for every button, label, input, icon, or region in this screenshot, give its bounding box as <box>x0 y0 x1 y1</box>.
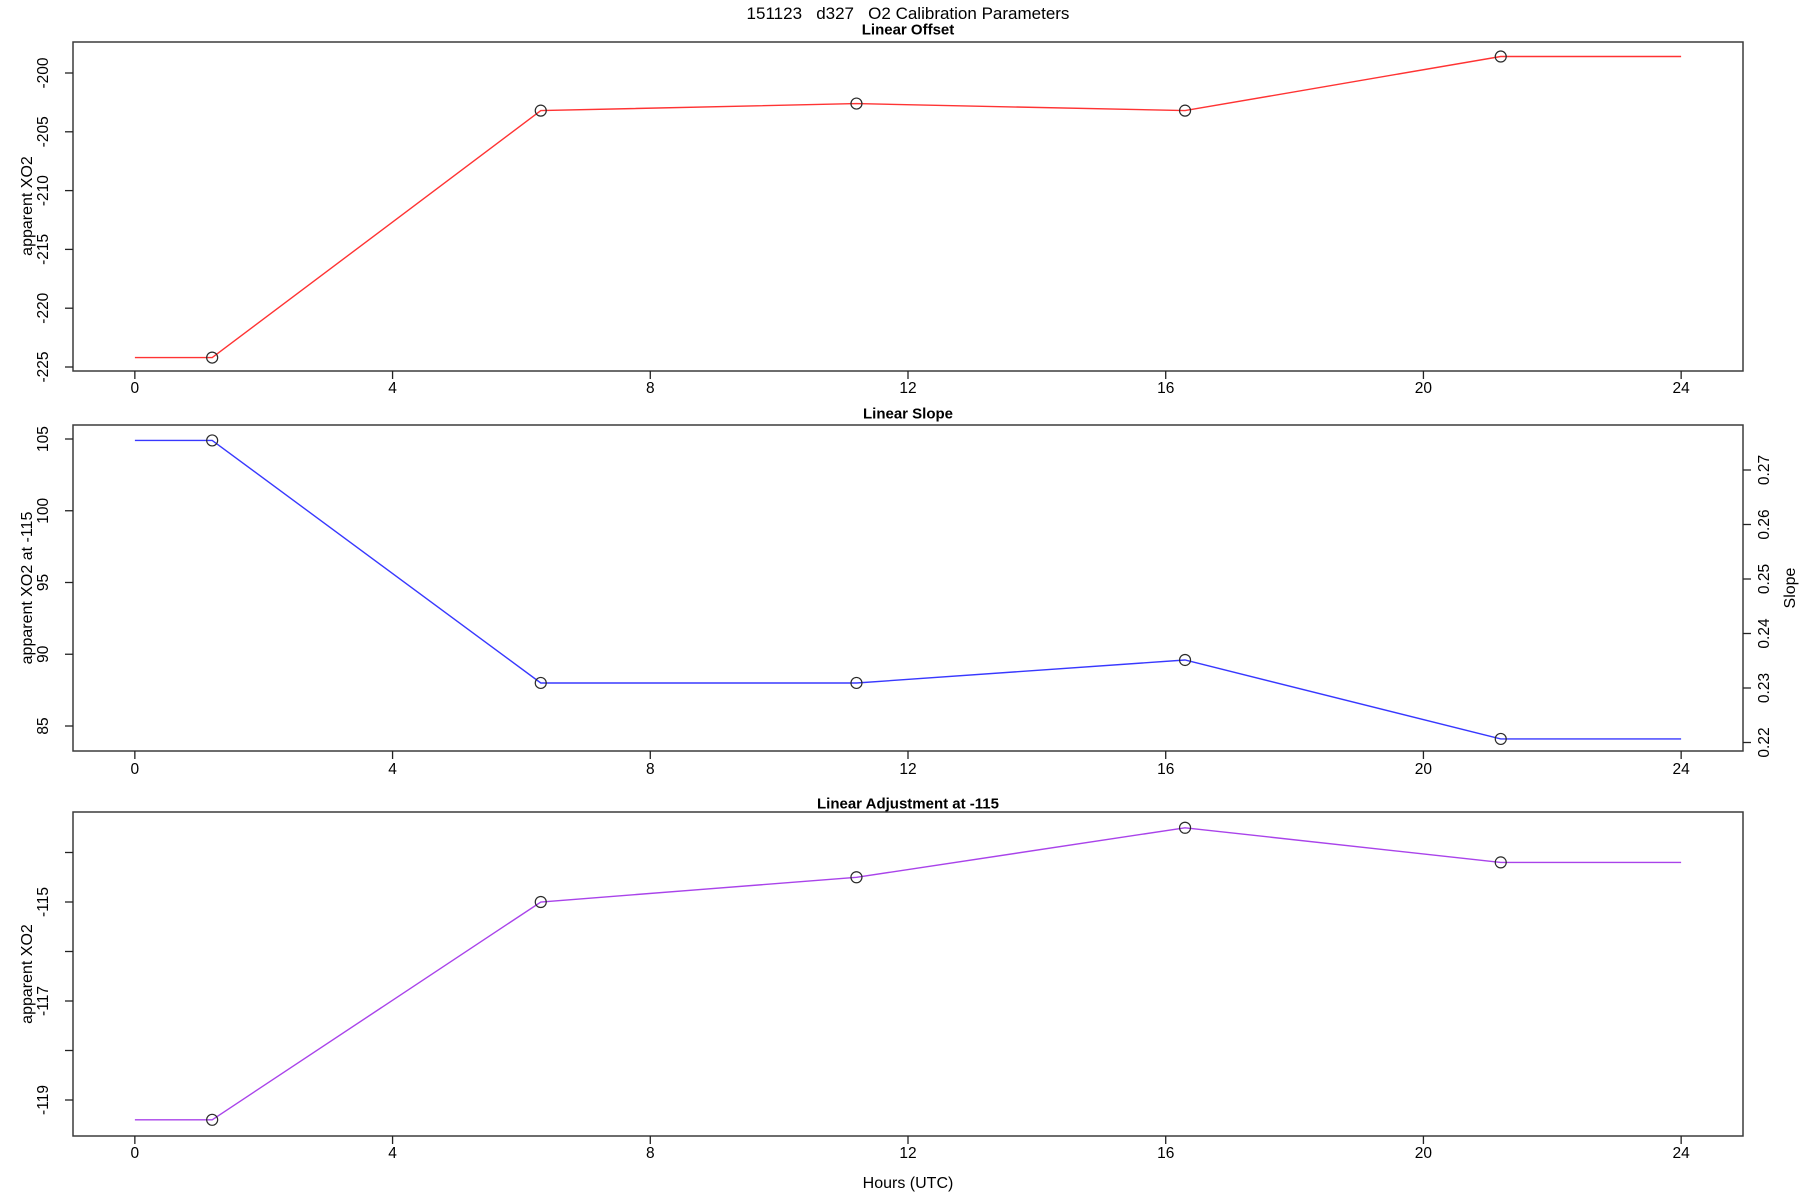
y-axis-label-adjustment: apparent XO2 <box>19 924 36 1024</box>
panel-title-linear-slope: Linear Slope <box>862 405 954 423</box>
panel-linear-adjustment-at-115: 0 4 8 12 16 20 24 -115 -117 -119 <box>35 811 1744 1162</box>
data-point-marker <box>1178 653 1192 667</box>
y2-tick-label: 0.27 <box>1756 455 1773 485</box>
x-tick-label: 0 <box>131 1145 140 1162</box>
data-point-marker <box>1178 104 1192 117</box>
x-tick-label: 0 <box>131 380 140 397</box>
x-tick-label: 16 <box>1157 1145 1174 1162</box>
plot-border <box>72 424 1744 752</box>
data-point-marker <box>1178 821 1192 834</box>
y-tick-label: 100 <box>35 497 52 523</box>
data-point-marker <box>1494 50 1507 63</box>
y-tick-label: -210 <box>35 175 52 206</box>
x-tick-label: 8 <box>646 1145 655 1162</box>
plot-border <box>72 811 1744 1137</box>
x-tick-label: 16 <box>1157 761 1174 778</box>
y-axis-label-slope-left: apparent XO2 at -115 <box>19 511 36 665</box>
y2-tick-label: 0.22 <box>1756 727 1773 757</box>
y-axis-label-offset: apparent XO2 <box>19 156 36 256</box>
plot-border <box>72 41 1744 372</box>
panel-title-linear-adjustment: Linear Adjustment at -115 <box>817 795 999 813</box>
y-axis-label-slope-right: Slope <box>1782 567 1799 609</box>
data-point-marker <box>206 1113 219 1126</box>
page-title: 151123 d327 O2 Calibration Parameters <box>746 4 1070 23</box>
x-tick-label: 8 <box>646 761 655 778</box>
data-point-marker <box>534 895 547 909</box>
x-tick-label: 16 <box>1157 380 1174 397</box>
y2-tick-label: 0.23 <box>1756 673 1773 703</box>
panel-linear-slope: 0 4 8 12 16 20 24 105 100 95 90 85 0.27 0.26 0.25 0.24 0… <box>35 424 1773 778</box>
x-tick-label: 12 <box>899 380 916 397</box>
y2-tick-label: 0.26 <box>1756 509 1773 539</box>
data-point-marker <box>1494 732 1507 746</box>
y2-tick-label: 0.25 <box>1756 564 1773 594</box>
y-tick-label: -215 <box>35 234 52 265</box>
y-tick-label: 95 <box>35 574 52 591</box>
series-line <box>134 827 1682 1121</box>
data-point-marker <box>850 676 863 690</box>
x-tick-label: 20 <box>1415 380 1433 397</box>
y-tick-label: -200 <box>35 57 52 88</box>
y-tick-label: 90 <box>35 645 52 663</box>
x-tick-label: 24 <box>1673 1145 1691 1162</box>
y-tick-label: 105 <box>35 426 52 452</box>
x-tick-label: 20 <box>1415 761 1433 778</box>
y-tick-label: -220 <box>35 292 52 323</box>
x-tick-label: 8 <box>646 380 655 397</box>
x-tick-label: 20 <box>1415 1145 1433 1162</box>
y2-tick-label: 0.24 <box>1756 618 1773 649</box>
x-tick-label: 24 <box>1673 380 1691 397</box>
x-tick-label: 12 <box>899 1145 916 1162</box>
panel-linear-offset: 0 4 8 12 16 20 24 -200 -205 -210 -215 -220 -225 <box>35 41 1744 397</box>
data-point-marker <box>206 351 219 364</box>
data-point-marker <box>850 871 863 884</box>
panel-title-linear-offset: Linear Offset <box>861 21 955 39</box>
y-tick-label: -119 <box>35 1085 52 1115</box>
y-tick-label: -225 <box>35 351 52 382</box>
x-tick-label: 4 <box>388 761 397 778</box>
x-tick-label: 4 <box>388 380 397 397</box>
y-tick-label: -117 <box>35 986 52 1016</box>
x-axis-label: Hours (UTC) <box>862 1175 954 1192</box>
data-point-marker <box>1494 856 1507 869</box>
x-tick-label: 4 <box>388 1145 397 1162</box>
series-line <box>134 439 1682 740</box>
y-tick-label: -205 <box>35 116 52 147</box>
x-tick-label: 12 <box>899 761 916 778</box>
x-tick-label: 0 <box>131 761 140 778</box>
data-point-marker <box>850 97 863 110</box>
x-tick-label: 24 <box>1673 761 1691 778</box>
data-point-marker <box>534 676 547 690</box>
y-tick-label: 85 <box>35 717 52 734</box>
data-point-marker <box>534 104 547 117</box>
series-line <box>134 55 1682 359</box>
y-tick-label: -115 <box>35 887 52 917</box>
data-point-marker <box>206 434 219 447</box>
